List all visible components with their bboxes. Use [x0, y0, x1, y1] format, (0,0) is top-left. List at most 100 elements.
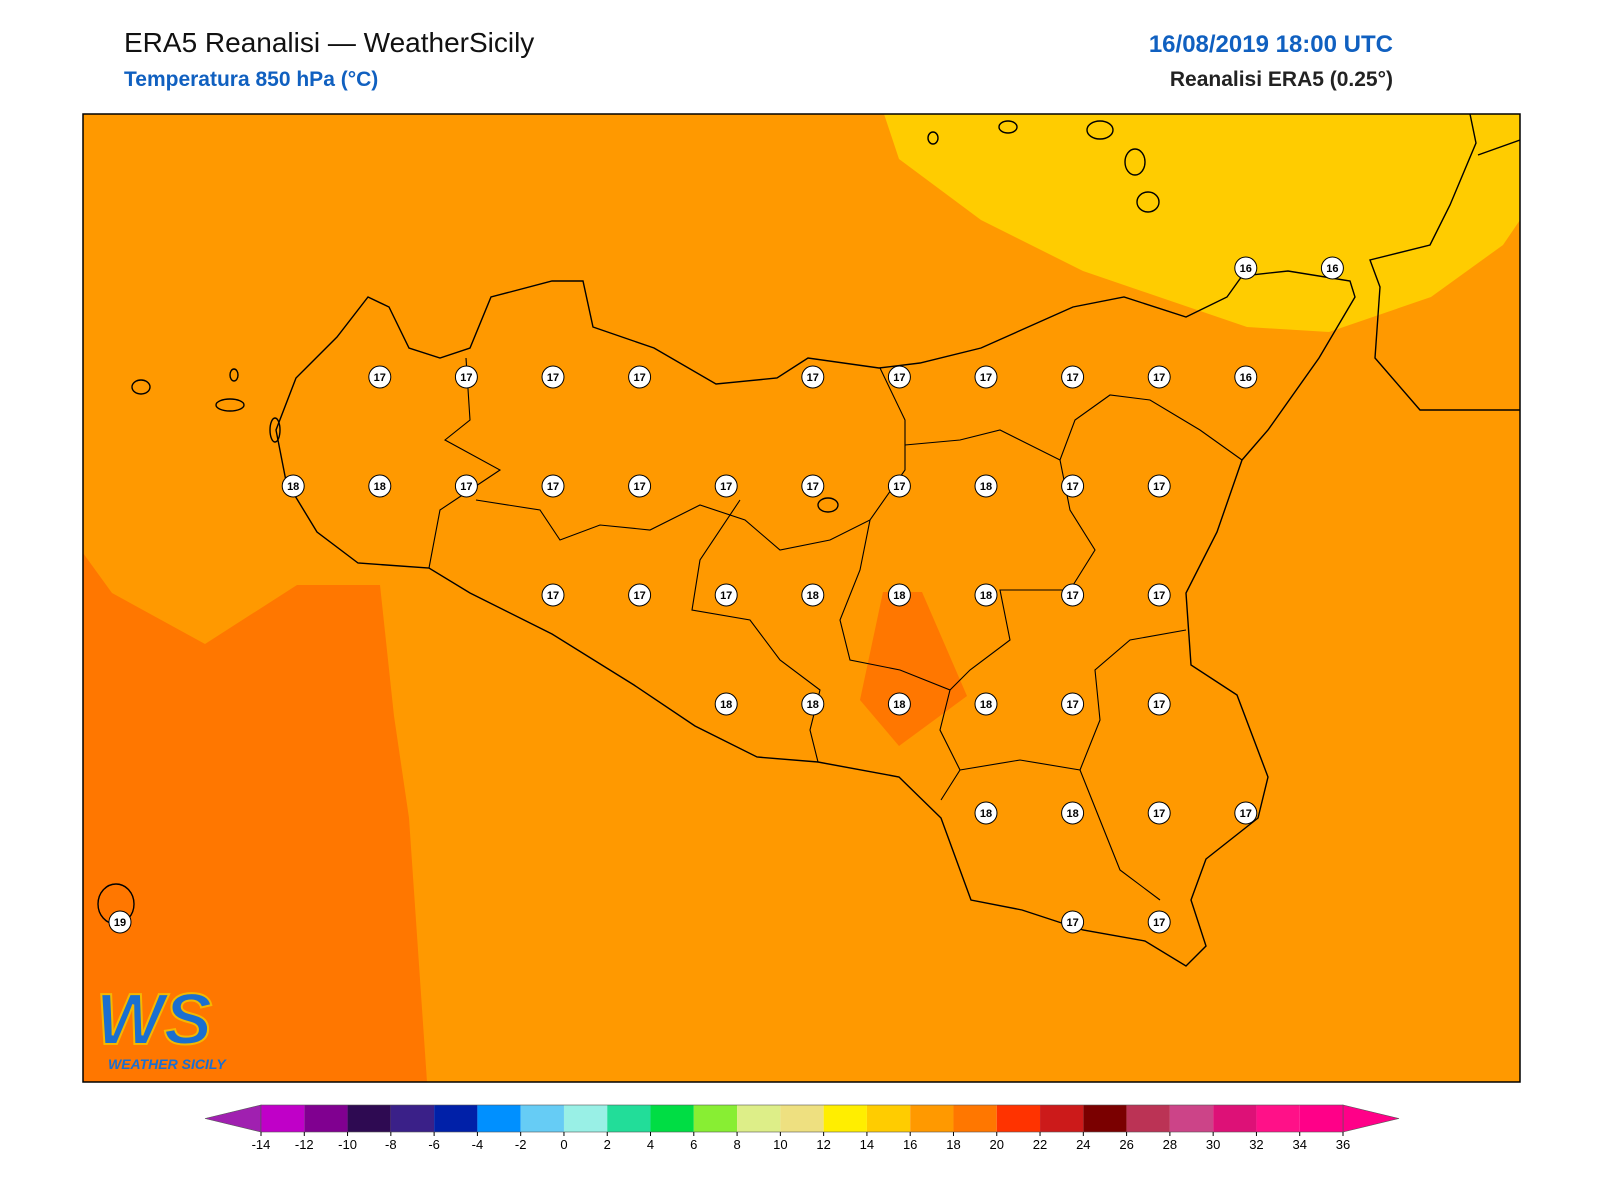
colorbar-tick-label: 22 [1033, 1137, 1047, 1152]
province-border [691, 499, 821, 763]
station-layer: 16 16 17 17 17 17 17 17 17 17 17 16 18 18 17 17 17 17 17 17… [108, 256, 1344, 934]
colorbar-bin [434, 1105, 478, 1132]
province-border [428, 357, 502, 569]
station-marker [974, 692, 998, 716]
coastline [275, 270, 1356, 967]
station-marker [628, 474, 652, 498]
station-marker [108, 910, 132, 934]
colorbar-bin [737, 1105, 781, 1132]
subtitle: Temperatura 850 hPa (°C) [124, 68, 378, 91]
colorbar-bin [390, 1105, 435, 1132]
station-value: 17 [980, 372, 992, 384]
colorbar-tick-label: 30 [1206, 1137, 1220, 1152]
station-marker [801, 583, 825, 607]
station-value: 17 [893, 481, 905, 493]
map-frame [82, 113, 1521, 1083]
station-marker [1061, 583, 1085, 607]
logo-text: WEATHER SICILY [108, 1056, 227, 1072]
station-marker [368, 365, 392, 389]
island [998, 120, 1018, 134]
island [131, 379, 151, 395]
station-value: 17 [1066, 590, 1078, 602]
colorbar-tick-label: 2 [604, 1137, 611, 1152]
logo-mark: WS [96, 980, 212, 1060]
province-border [959, 759, 1081, 771]
colorbar-tick-label: -4 [472, 1137, 484, 1152]
station-value: 18 [374, 481, 386, 493]
station-value: 17 [1066, 481, 1078, 493]
colorbar-tick-label: -2 [515, 1137, 527, 1152]
station-value: 18 [287, 481, 299, 493]
province-border [904, 394, 1243, 461]
colorbar-bin [261, 1105, 305, 1132]
station-value: 16 [1326, 263, 1338, 275]
lake [817, 497, 839, 513]
station-marker [887, 583, 911, 607]
station-value: 17 [1066, 699, 1078, 711]
station-value: 17 [893, 372, 905, 384]
station-value: 17 [374, 372, 386, 384]
island [927, 131, 939, 145]
island [1086, 120, 1114, 140]
station-value: 16 [1240, 372, 1252, 384]
station-marker [1147, 801, 1171, 825]
station-marker [454, 365, 478, 389]
station-marker [541, 583, 565, 607]
colorbar-frame [260, 1104, 1344, 1133]
colorbar-bin [1213, 1105, 1257, 1132]
station-marker [887, 474, 911, 498]
station-value: 17 [1153, 699, 1165, 711]
island [1124, 148, 1146, 176]
colorbar-tick-label: 34 [1292, 1137, 1306, 1152]
station-value: 17 [807, 372, 819, 384]
station-marker [974, 474, 998, 498]
station-marker [974, 801, 998, 825]
station-marker [1061, 692, 1085, 716]
colorbar-bin [520, 1105, 564, 1132]
station-marker [1061, 910, 1085, 934]
station-value: 16 [1240, 263, 1252, 275]
colorbar-tick-label: 10 [773, 1137, 787, 1152]
station-value: 18 [1066, 808, 1078, 820]
province-border [475, 367, 906, 551]
station-value: 17 [720, 590, 732, 602]
province-border [1079, 629, 1187, 901]
colorbar-bin [910, 1105, 954, 1132]
colorbar-tick-label: 36 [1336, 1137, 1350, 1152]
station-value: 17 [547, 590, 559, 602]
station-marker [1061, 801, 1085, 825]
station-value: 17 [633, 372, 645, 384]
colorbar-tick-label: 20 [990, 1137, 1004, 1152]
station-marker [714, 692, 738, 716]
temp-zone-warm [83, 553, 427, 1082]
station-marker [801, 692, 825, 716]
station-marker [541, 474, 565, 498]
station-marker [628, 365, 652, 389]
colorbar-bin [1256, 1105, 1300, 1132]
station-marker [801, 365, 825, 389]
colorbar-tick-label: 32 [1249, 1137, 1263, 1152]
colorbar-bin [780, 1105, 824, 1132]
station-marker [541, 365, 565, 389]
colorbar-tick-label: 12 [816, 1137, 830, 1152]
station-value: 17 [633, 590, 645, 602]
colorbar-tick-label: 8 [733, 1137, 740, 1152]
colorbar-bin [1169, 1105, 1214, 1132]
colorbar-tick-label: 24 [1076, 1137, 1090, 1152]
colorbar-bin [866, 1105, 911, 1132]
island [229, 368, 239, 382]
temp-zone-warm [860, 592, 967, 746]
station-marker [801, 474, 825, 498]
colorbar-tick-label: 18 [946, 1137, 960, 1152]
colorbar-tick-label: 14 [860, 1137, 874, 1152]
colorbar-bin [477, 1105, 521, 1132]
station-marker [368, 474, 392, 498]
station-marker [1147, 474, 1171, 498]
colorbar-bin [1299, 1105, 1343, 1132]
station-marker [1234, 256, 1258, 280]
colorbar-tick-label: 6 [690, 1137, 697, 1152]
colorbar-bin [953, 1105, 997, 1132]
station-marker [714, 474, 738, 498]
